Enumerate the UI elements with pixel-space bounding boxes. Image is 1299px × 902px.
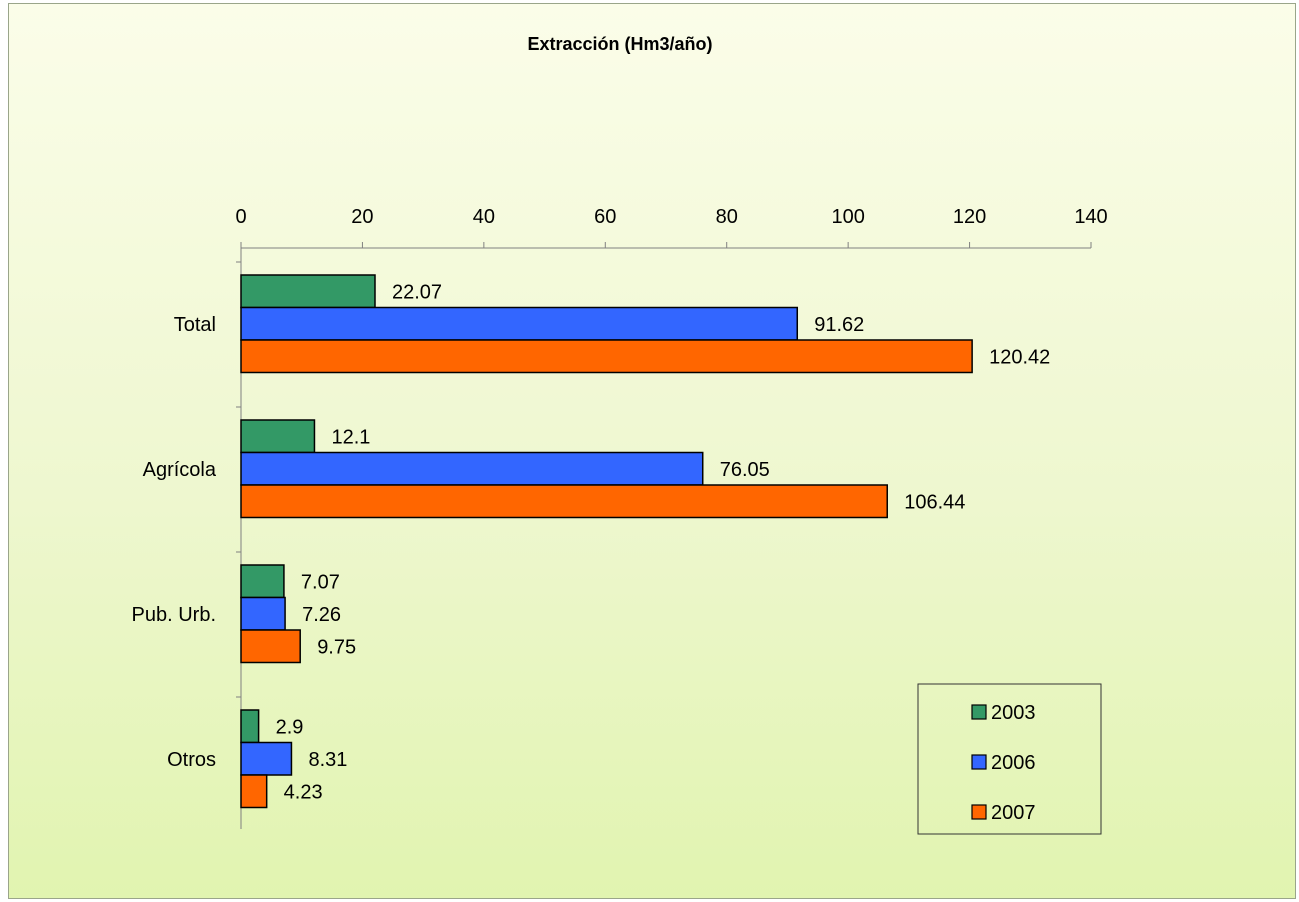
- bar-2007: [240, 484, 888, 519]
- x-tick-label: 120: [953, 206, 986, 228]
- x-tick-label: 60: [594, 206, 616, 228]
- bar-2006: [240, 596, 286, 631]
- data-label: 2.9: [276, 716, 304, 738]
- data-label: 91.62: [814, 314, 864, 336]
- bar-2003: [240, 274, 376, 309]
- bar-2007: [240, 774, 268, 809]
- data-label: 106.44: [904, 491, 965, 513]
- category-label: Otros: [167, 749, 216, 771]
- legend-box: [917, 683, 1102, 835]
- bar-2006: [240, 741, 293, 776]
- x-tick-label: 20: [351, 206, 373, 228]
- chart-area: [8, 3, 1296, 899]
- x-tick-label: 100: [831, 206, 864, 228]
- bar-2003: [240, 564, 285, 599]
- data-label: 22.07: [392, 281, 442, 303]
- data-label: 120.42: [989, 346, 1050, 368]
- chart-title: Extracción (Hm3/año): [527, 34, 712, 54]
- bar-2006: [240, 451, 704, 486]
- x-tick-label: 0: [235, 206, 246, 228]
- category-label: Pub. Urb.: [132, 604, 216, 626]
- x-tick-label: 140: [1074, 206, 1107, 228]
- x-tick-label: 80: [716, 206, 738, 228]
- legend-label: 2007: [991, 802, 1036, 824]
- x-tick-label: 40: [473, 206, 495, 228]
- data-label: 12.1: [331, 426, 370, 448]
- x-axis: 0 20 40 60 80 100 120 140 Total Agrícola Pub. Urb.…: [132, 206, 1108, 829]
- data-label: 4.23: [284, 781, 323, 803]
- bar-2007: [240, 339, 973, 374]
- plot-area: 22.07 91.62 120.42 12.1 76.05 106.44 7.07 7.26 9…: [240, 274, 1050, 809]
- data-label: 8.31: [308, 749, 347, 771]
- data-label: 76.05: [720, 459, 770, 481]
- legend: 2003 2006 2007: [917, 683, 1102, 835]
- legend-label: 2006: [991, 752, 1036, 774]
- category-label: Total: [174, 314, 216, 336]
- data-label: 7.07: [301, 571, 340, 593]
- bar-2006: [240, 306, 799, 341]
- legend-swatch-2006: [971, 754, 987, 770]
- data-label: 7.26: [302, 604, 341, 626]
- data-label: 9.75: [317, 636, 356, 658]
- bar-2007: [240, 629, 301, 664]
- category-label: Agrícola: [143, 459, 217, 481]
- legend-label: 2003: [991, 702, 1036, 724]
- bar-2003: [240, 709, 260, 744]
- legend-swatch-2007: [971, 804, 987, 820]
- bar-2003: [240, 419, 316, 454]
- legend-swatch-2003: [971, 704, 987, 720]
